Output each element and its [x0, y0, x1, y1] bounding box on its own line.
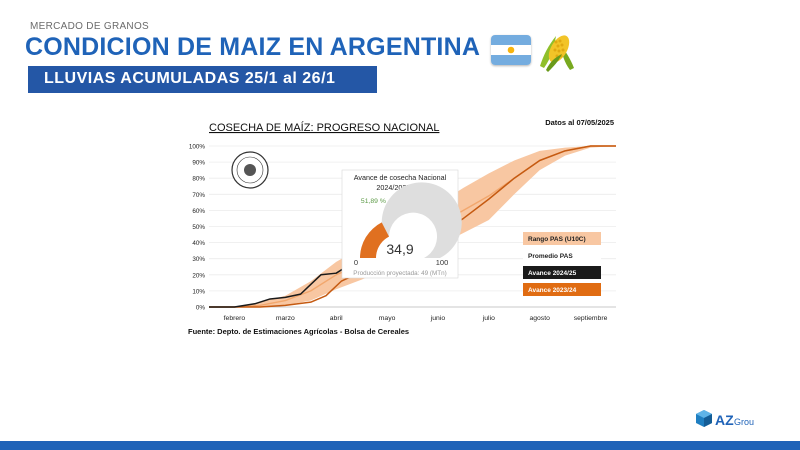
y-tick-label: 90%	[192, 160, 205, 167]
chart-legend: Rango PAS (U10C) Promedio PAS Avance 2024/…	[523, 232, 601, 296]
y-tick-label: 20%	[192, 272, 205, 279]
x-tick-label: septiembre	[574, 315, 608, 322]
x-tick-label: julio	[482, 315, 495, 322]
gauge-title-line1: Avance de cosecha Nacional	[354, 173, 447, 182]
y-tick-label: 100%	[189, 144, 206, 151]
chart-date-note: Datos al 07/05/2025	[545, 118, 614, 127]
legend-swatch	[523, 232, 601, 245]
az-logo-suffix: Group	[734, 417, 754, 427]
footer-bar	[0, 441, 800, 450]
argentina-flag-icon	[491, 35, 531, 65]
corn-icon	[540, 35, 574, 72]
gauge-min-label: 0	[354, 258, 358, 267]
x-tick-label: mayo	[379, 315, 396, 322]
gauge-value: 34,9	[386, 241, 413, 257]
y-tick-label: 40%	[192, 240, 205, 247]
x-tick-label: agosto	[529, 315, 550, 322]
gauge-max-label: 100	[436, 258, 449, 267]
az-logo-name: AZ	[715, 412, 734, 428]
y-tick-label: 30%	[192, 256, 205, 263]
x-tick-label: marzo	[276, 315, 295, 322]
y-tick-label: 60%	[192, 208, 205, 215]
y-axis-ticks: 0% 10% 20% 30% 40% 50% 60% 70% 80% 90% 100%	[189, 144, 206, 312]
y-tick-label: 50%	[192, 224, 205, 231]
gauge-title-line2: 2024/2025 (%)	[376, 183, 423, 192]
harvest-gauge-card: Avance de cosecha Nacional 2024/2025 (%)…	[341, 169, 462, 279]
legend-label: Avance 2024/25	[528, 270, 577, 277]
chart-title: COSECHA DE MAÍZ: PROGRESO NACIONAL	[209, 121, 439, 134]
section-kicker: MERCADO DE GRANOS	[30, 21, 150, 32]
x-tick-label: febrero	[224, 315, 246, 322]
subtitle-banner	[28, 66, 377, 93]
gauge-track	[381, 182, 462, 258]
bolsa-cereales-seal	[231, 151, 269, 189]
y-tick-label: 80%	[192, 176, 205, 183]
x-tick-label: abril	[330, 315, 343, 322]
y-tick-label: 70%	[192, 192, 205, 199]
y-tick-label: 10%	[192, 288, 205, 295]
legend-swatch	[523, 266, 601, 279]
gauge-footnote: Producción proyectada: 49 (MTn)	[353, 270, 446, 277]
az-group-logo: AZ Group	[696, 410, 754, 428]
legend-label: Rango PAS (U10C)	[528, 236, 586, 243]
subtitle-text: LLUVIAS ACUMULADAS 25/1 al 26/1	[44, 70, 336, 87]
y-tick-label: 0%	[196, 305, 206, 312]
page-title: CONDICION DE MAIZ EN ARGENTINA	[25, 33, 481, 61]
chart-source: Fuente: Depto. de Estimaciones Agrícolas…	[188, 327, 409, 336]
legend-swatch	[523, 283, 601, 296]
legend-label: Avance 2023/24	[528, 287, 577, 294]
x-tick-label: junio	[430, 315, 446, 322]
harvest-progress-chart: COSECHA DE MAÍZ: PROGRESO NACIONAL Datos…	[180, 108, 626, 344]
legend-label: Promedio PAS	[528, 253, 573, 260]
legend-swatch	[523, 249, 601, 262]
gauge-fill	[360, 222, 390, 258]
x-axis-ticks: febrero marzo abril mayo junio julio agosto sep…	[224, 315, 608, 322]
